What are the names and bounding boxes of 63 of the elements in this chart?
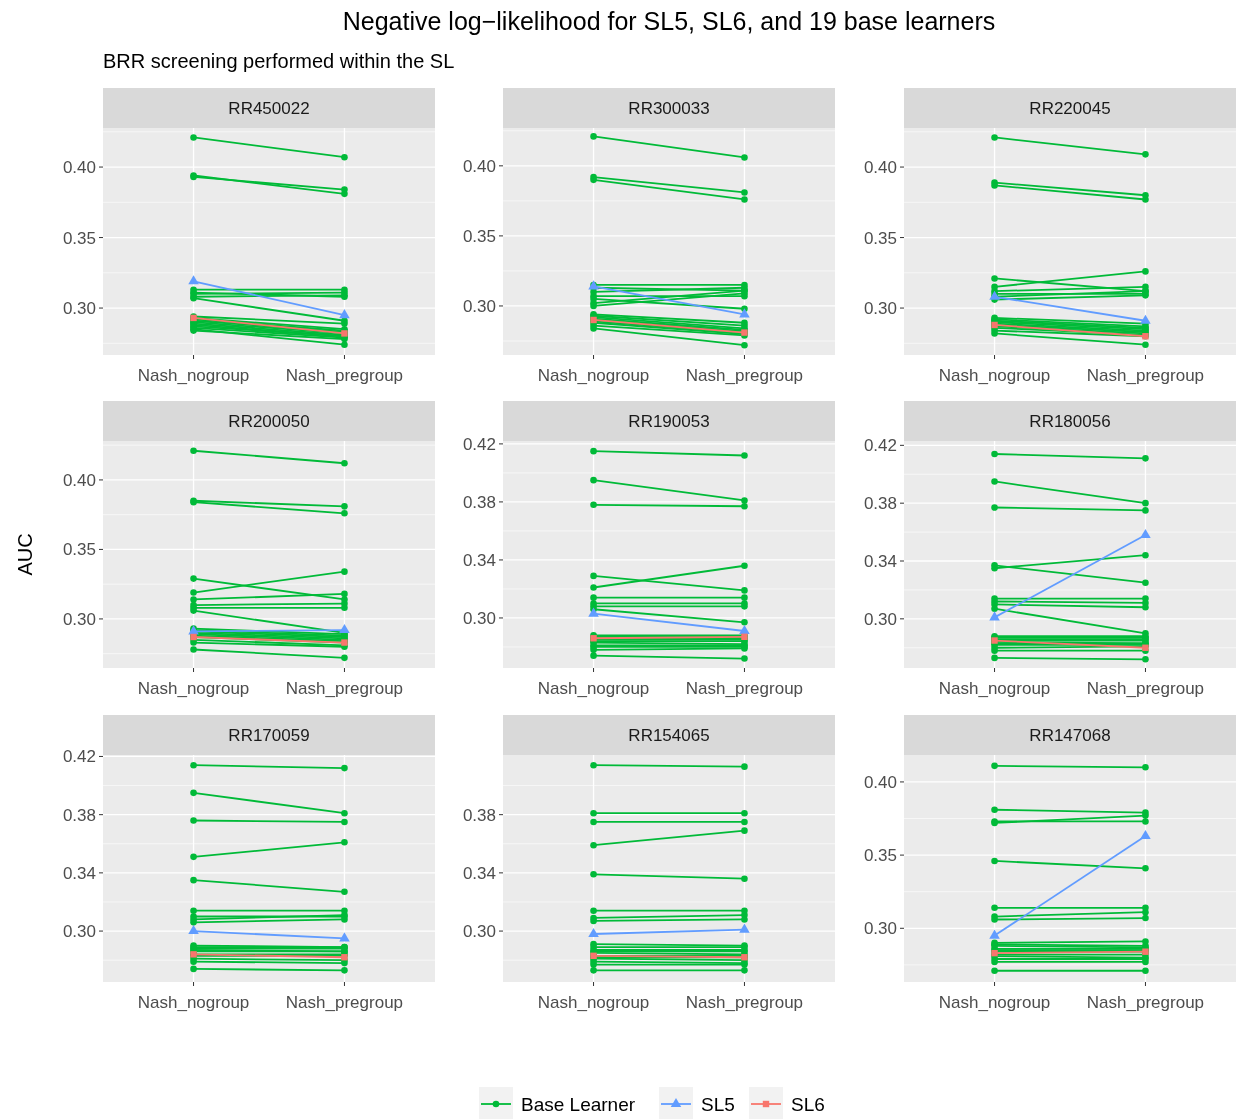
chart-title: RR300033 bbox=[628, 99, 710, 118]
y-tick-label: 0.42 bbox=[863, 436, 897, 456]
y-tick-label: 0.42 bbox=[62, 747, 96, 767]
y-tick-label: 0.34 bbox=[462, 863, 496, 883]
y-tick-label: 0.40 bbox=[462, 156, 496, 176]
x-tick-label: Nash_nogroup bbox=[537, 366, 650, 385]
x-tick-label: Nash_nogroup bbox=[938, 366, 1051, 385]
y-tick-label: 0.30 bbox=[62, 299, 96, 319]
x-tick-label: Nash_nogroup bbox=[137, 993, 250, 1012]
x-tick-label: Nash_nogroup bbox=[537, 679, 650, 698]
chart-title: RR180056 bbox=[1029, 412, 1111, 431]
x-tick-label: Nash_pregroup bbox=[685, 366, 804, 385]
y-tick-label: 0.40 bbox=[863, 158, 897, 178]
chart-title: RR220045 bbox=[1029, 99, 1111, 118]
y-tick-label: 0.40 bbox=[863, 772, 897, 792]
x-tick-label: Nash_pregroup bbox=[1086, 679, 1205, 698]
legend-label: SL5 bbox=[701, 1094, 735, 1115]
y-tick-label: 0.30 bbox=[462, 296, 496, 316]
y-tick-label: 0.38 bbox=[62, 805, 96, 825]
x-tick-label: Nash_nogroup bbox=[938, 679, 1051, 698]
y-tick-label: 0.38 bbox=[863, 494, 897, 514]
legend-label: SL6 bbox=[791, 1094, 825, 1115]
chart-title: RR154065 bbox=[628, 726, 710, 745]
chart-title: RR200050 bbox=[228, 412, 310, 431]
chart-title: RR450022 bbox=[228, 99, 310, 118]
y-tick-label: 0.38 bbox=[462, 492, 496, 512]
y-tick-label: 0.35 bbox=[462, 226, 496, 246]
chart-title: RR190053 bbox=[628, 412, 710, 431]
y-tick-label: 0.30 bbox=[462, 922, 496, 942]
x-tick-label: Nash_pregroup bbox=[285, 679, 404, 698]
y-tick-label: 0.30 bbox=[863, 609, 897, 629]
y-tick-label: 0.38 bbox=[462, 805, 496, 825]
x-tick-label: Nash_pregroup bbox=[1086, 366, 1205, 385]
y-tick-label: 0.40 bbox=[62, 470, 96, 490]
y-tick-label: 0.35 bbox=[62, 540, 96, 560]
x-tick-label: Nash_pregroup bbox=[685, 679, 804, 698]
chart-title: RR147068 bbox=[1029, 726, 1111, 745]
y-tick-label: 0.35 bbox=[863, 228, 897, 248]
x-tick-label: Nash_pregroup bbox=[685, 993, 804, 1012]
x-tick-label: Nash_pregroup bbox=[285, 993, 404, 1012]
x-tick-label: Nash_pregroup bbox=[1086, 993, 1205, 1012]
x-tick-label: Nash_nogroup bbox=[137, 679, 250, 698]
y-tick-label: 0.34 bbox=[62, 863, 96, 883]
y-tick-label: 0.30 bbox=[462, 608, 496, 628]
x-tick-label: Nash_nogroup bbox=[137, 366, 250, 385]
y-tick-label: 0.42 bbox=[462, 434, 496, 454]
y-tick-label: 0.34 bbox=[462, 550, 496, 570]
text: BRR screening performed within the SL bbox=[103, 50, 455, 72]
y-tick-label: 0.35 bbox=[863, 846, 897, 866]
y-tick-label: 0.35 bbox=[62, 228, 96, 248]
chart-title: RR170059 bbox=[228, 726, 310, 745]
y-tick-label: 0.40 bbox=[62, 158, 96, 178]
text: Negative log−likelihood for SL5, SL6, and 19 base learners bbox=[342, 7, 996, 35]
y-tick-label: 0.30 bbox=[62, 922, 96, 942]
x-tick-label: Nash_nogroup bbox=[537, 993, 650, 1012]
y-tick-label: 0.30 bbox=[62, 609, 96, 629]
y-axis-title: AUC bbox=[14, 533, 36, 576]
x-tick-label: Nash_pregroup bbox=[285, 366, 404, 385]
y-tick-label: 0.30 bbox=[863, 299, 897, 319]
legend-label: Base Learner bbox=[521, 1094, 636, 1115]
y-tick-label: 0.30 bbox=[863, 919, 897, 939]
x-tick-label: Nash_nogroup bbox=[938, 993, 1051, 1012]
y-tick-label: 0.34 bbox=[863, 552, 897, 572]
